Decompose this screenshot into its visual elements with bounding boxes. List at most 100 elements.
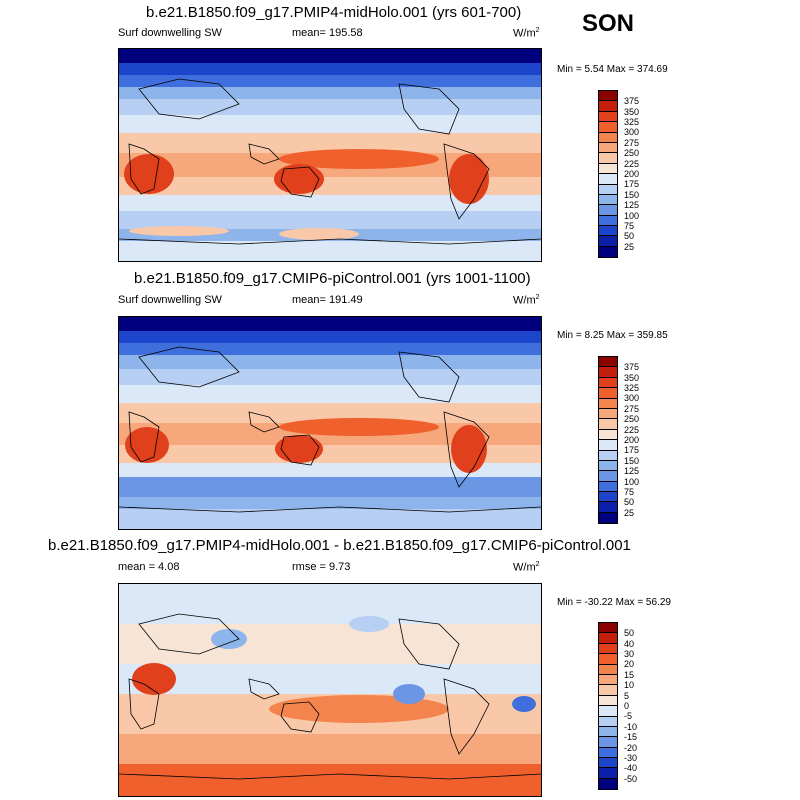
panel3-colorbar-tick: 0: [624, 701, 630, 711]
panel1-colorbar-tick: 150: [624, 190, 640, 200]
panel2-colorbar-swatch: [599, 460, 617, 472]
panel2-colorbar-swatch: [599, 512, 617, 523]
panel2-colorbar-swatch: [599, 492, 617, 503]
panel1-map: [118, 48, 542, 262]
panel3-colorbar-swatch: [599, 747, 617, 759]
panel3-map: [118, 583, 542, 797]
panel2-colorbar-swatch: [599, 502, 617, 513]
panel3-colorbar-tick: 50: [624, 628, 635, 638]
panel1-variable-label: Surf downwelling SW: [118, 27, 222, 39]
panel3-colorbar-tick: 10: [624, 680, 635, 690]
panel1-colorbar-swatch: [599, 132, 617, 143]
panel3-colorbar-swatch: [599, 758, 617, 769]
panel3-mean-label: mean = 4.08: [118, 561, 180, 573]
panel2-colorbar-tick: 375: [624, 362, 640, 372]
panel3-colorbar-tick: -5: [624, 711, 633, 721]
panel2-minmax: Min = 8.25 Max = 359.85: [557, 330, 668, 341]
panel2-colorbar-tick: 325: [624, 383, 640, 393]
panel3-colorbar-swatch: [599, 726, 617, 738]
panel2-map-field: [119, 317, 541, 529]
panel1-colorbar-tick: 225: [624, 159, 640, 169]
panel2-colorbar: [598, 356, 618, 524]
panel2-units: W/m2: [513, 294, 540, 307]
panel1-colorbar: [598, 90, 618, 258]
panel2-colorbar-swatch: [599, 388, 617, 399]
panel1-colorbar-swatch: [599, 111, 617, 123]
panel3-colorbar-tick: 15: [624, 670, 635, 680]
panel1-colorbar-tick: 100: [624, 211, 640, 221]
panel2-colorbar-swatch: [599, 408, 617, 420]
panel3-colorbar-swatch: [599, 737, 617, 748]
panel2-colorbar-swatch: [599, 481, 617, 493]
panel1-colorbar-swatch: [599, 205, 617, 216]
panel3-colorbar-swatch: [599, 664, 617, 675]
panel1-map-field: [119, 49, 541, 261]
panel2-colorbar-swatch: [599, 440, 617, 451]
panel1-mean-label: mean= 195.58: [292, 27, 363, 39]
panel2-colorbar-swatch: [599, 357, 617, 368]
panel3-rmse-label: rmse = 9.73: [292, 561, 351, 573]
panel3-colorbar-swatch: [599, 706, 617, 717]
panel1-colorbar-swatch: [599, 91, 617, 102]
panel3-colorbar-swatch: [599, 768, 617, 779]
panel1-colorbar-swatch: [599, 153, 617, 164]
panel2-title: b.e21.B1850.f09_g17.CMIP6-piControl.001 …: [134, 270, 531, 287]
panel2-colorbar-tick: 125: [624, 466, 640, 476]
panel2-colorbar-tick: 175: [624, 445, 640, 455]
panel1-colorbar-tick: 200: [624, 169, 640, 179]
panel1-colorbar-tick: 275: [624, 138, 640, 148]
panel1-title: b.e21.B1850.f09_g17.PMIP4-midHolo.001 (y…: [146, 4, 522, 21]
panel3-colorbar-tick: 20: [624, 659, 635, 669]
panel3-colorbar-tick: -40: [624, 763, 638, 773]
panel3-colorbar-swatch: [599, 654, 617, 665]
panel2-colorbar-tick: 50: [624, 497, 635, 507]
panel1-colorbar-swatch: [599, 184, 617, 195]
panel1-colorbar-swatch: [599, 246, 617, 257]
panel3-colorbar-swatch: [599, 695, 617, 707]
panel1-colorbar-swatch: [599, 174, 617, 185]
panel2-colorbar-swatch: [599, 398, 617, 409]
panel2-colorbar-swatch: [599, 429, 617, 441]
panel1-colorbar-tick: 350: [624, 107, 640, 117]
panel3-colorbar-swatch: [599, 633, 617, 644]
panel2-colorbar-tick: 300: [624, 393, 640, 403]
panel3-colorbar-tick: -10: [624, 722, 638, 732]
panel2-colorbar-tick: 275: [624, 404, 640, 414]
panel2-variable-label: Surf downwelling SW: [118, 294, 222, 306]
panel3-map-field: [119, 584, 541, 796]
panel1-colorbar-tick: 175: [624, 179, 640, 189]
panel1-colorbar-tick: 125: [624, 200, 640, 210]
panel1-colorbar-swatch: [599, 194, 617, 206]
panel1-colorbar-tick: 25: [624, 242, 635, 252]
panel1-minmax: Min = 5.54 Max = 374.69: [557, 64, 668, 75]
panel3-colorbar: [598, 622, 618, 790]
panel3-colorbar-tick: -20: [624, 743, 638, 753]
panel2-colorbar-tick: 350: [624, 373, 640, 383]
panel3-colorbar-swatch: [599, 778, 617, 789]
panel3-colorbar-tick: -15: [624, 732, 638, 742]
panel1-colorbar-tick: 325: [624, 117, 640, 127]
panel2-colorbar-swatch: [599, 377, 617, 389]
panel1-colorbar-swatch: [599, 142, 617, 154]
panel3-colorbar-tick: -50: [624, 774, 638, 784]
panel2-colorbar-swatch: [599, 419, 617, 430]
panel1-colorbar-swatch: [599, 122, 617, 133]
panel2-colorbar-tick: 225: [624, 425, 640, 435]
panel1-colorbar-tick: 50: [624, 231, 635, 241]
panel2-colorbar-swatch: [599, 450, 617, 461]
panel2-colorbar-tick: 250: [624, 414, 640, 424]
panel3-colorbar-swatch: [599, 685, 617, 696]
panel1-colorbar-swatch: [599, 163, 617, 175]
panel2-colorbar-tick: 200: [624, 435, 640, 445]
panel2-colorbar-swatch: [599, 367, 617, 378]
panel1-colorbar-tick: 250: [624, 148, 640, 158]
panel1-colorbar-tick: 75: [624, 221, 635, 231]
panel3-units: W/m2: [513, 561, 540, 574]
panel1-colorbar-tick: 375: [624, 96, 640, 106]
panel1-colorbar-swatch: [599, 101, 617, 112]
panel3-colorbar-tick: -30: [624, 753, 638, 763]
panel2-map: [118, 316, 542, 530]
panel2-mean-label: mean= 191.49: [292, 294, 363, 306]
panel1-colorbar-tick: 300: [624, 127, 640, 137]
panel1-colorbar-swatch: [599, 226, 617, 237]
